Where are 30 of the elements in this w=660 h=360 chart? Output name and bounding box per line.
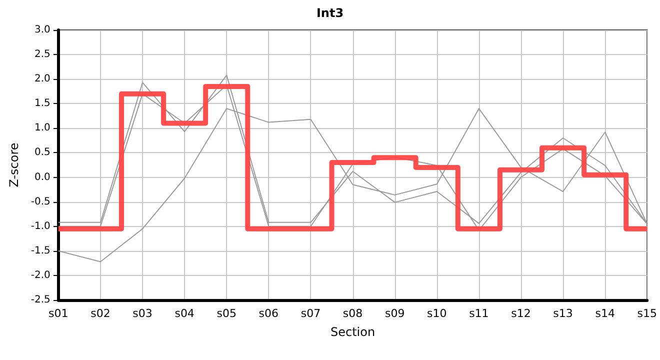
y-tick-label: 1.0 (34, 122, 50, 134)
x-tick-label: s04 (174, 307, 194, 320)
x-tick-label: s07 (300, 307, 321, 320)
x-tick-label: s09 (384, 307, 405, 320)
x-tick-label: s10 (427, 307, 447, 320)
y-tick-label: 0.5 (34, 147, 50, 158)
y-tick-label: -0.5 (30, 196, 50, 208)
x-axis-title: Section (330, 325, 376, 339)
y-tick-label: -1.5 (30, 245, 50, 256)
y-tick-label: 3.0 (34, 24, 50, 36)
x-tick-label: s13 (553, 307, 573, 320)
y-tick-label: 0.0 (34, 172, 50, 183)
x-tick-label: s03 (132, 307, 152, 320)
x-tick-label: s15 (637, 307, 658, 320)
y-tick-label: -2.5 (30, 294, 50, 306)
y-tick-label: -1.0 (30, 220, 50, 232)
y-tick-label: 1.5 (34, 98, 50, 110)
y-tick-label: 2.5 (34, 49, 50, 60)
chart-title: Int3 (316, 6, 344, 20)
y-tick-label: 2.0 (34, 74, 50, 85)
x-tick-label: s08 (342, 307, 363, 320)
y-tick-label: -2.0 (30, 270, 50, 281)
y-axis-title: Z-score (7, 142, 21, 188)
x-tick-label: s05 (216, 307, 236, 320)
x-tick-label: s06 (258, 307, 279, 320)
x-tick-label: s11 (469, 307, 489, 320)
x-tick-label: s14 (595, 307, 615, 320)
x-tick-label: s12 (511, 307, 531, 320)
x-tick-label: s02 (90, 307, 110, 320)
x-tick-label: s01 (48, 307, 68, 320)
